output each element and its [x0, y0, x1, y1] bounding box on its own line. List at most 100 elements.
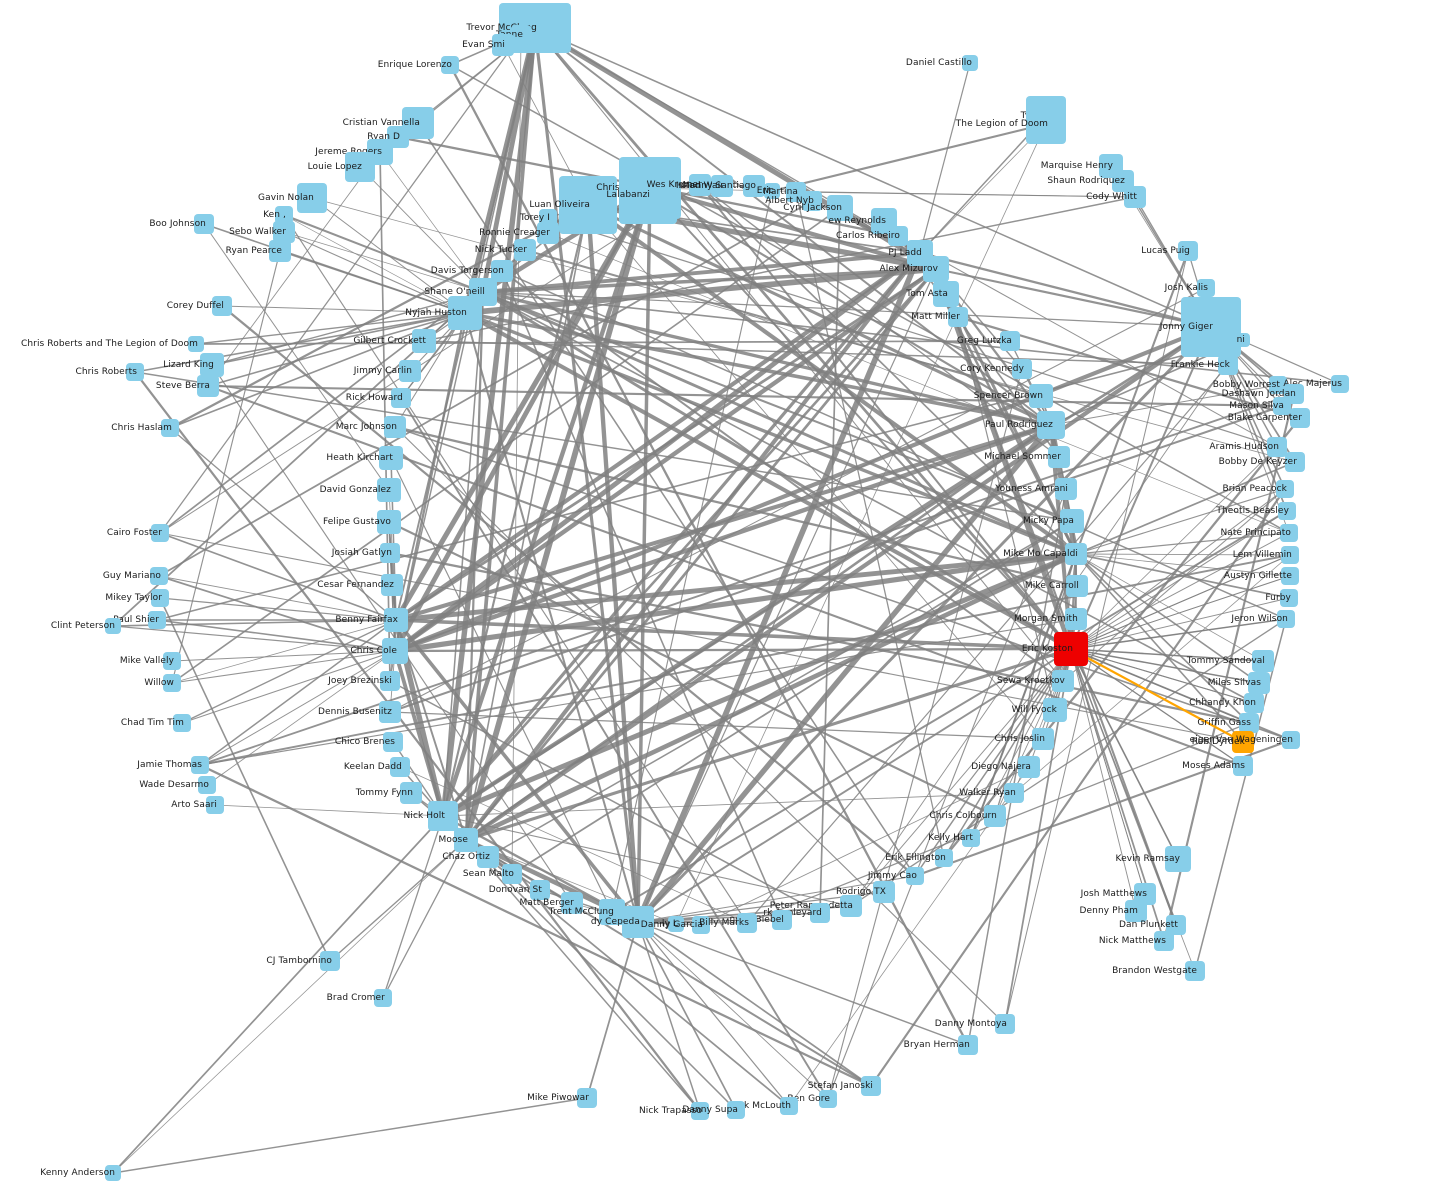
graph-node[interactable] — [1282, 731, 1300, 749]
graph-node[interactable] — [1043, 698, 1067, 722]
graph-node[interactable] — [1032, 728, 1054, 750]
graph-node[interactable] — [511, 25, 531, 45]
graph-node[interactable] — [379, 446, 403, 470]
graph-node[interactable] — [454, 828, 478, 852]
graph-node[interactable] — [1281, 546, 1299, 564]
graph-node[interactable] — [383, 732, 403, 752]
graph-node[interactable] — [810, 903, 830, 923]
graph-node[interactable] — [1124, 186, 1146, 208]
graph-node[interactable] — [1026, 104, 1066, 144]
graph-node[interactable] — [780, 1097, 798, 1115]
graph-node[interactable] — [200, 353, 224, 377]
graph-node[interactable] — [802, 191, 822, 211]
graph-node[interactable] — [819, 1090, 837, 1108]
graph-node[interactable] — [399, 360, 421, 382]
graph-node[interactable] — [380, 543, 400, 563]
graph-node[interactable] — [906, 867, 924, 885]
graph-node[interactable] — [1060, 509, 1084, 533]
graph-node[interactable] — [561, 892, 583, 914]
graph-node[interactable] — [1236, 333, 1250, 347]
graph-node[interactable] — [381, 574, 403, 596]
graph-node[interactable] — [1248, 672, 1270, 694]
graph-node[interactable] — [577, 1088, 597, 1108]
graph-node[interactable] — [962, 55, 978, 71]
graph-node[interactable] — [827, 195, 853, 221]
graph-node[interactable] — [1154, 931, 1174, 951]
graph-node[interactable] — [491, 260, 513, 282]
graph-node[interactable] — [382, 638, 408, 664]
graph-node[interactable] — [1181, 297, 1241, 357]
graph-node[interactable] — [320, 951, 340, 971]
graph-node[interactable] — [1125, 900, 1147, 922]
graph-node[interactable] — [1276, 480, 1294, 498]
graph-node[interactable] — [188, 336, 204, 352]
graph-node[interactable] — [958, 1035, 978, 1055]
graph-node[interactable] — [1252, 650, 1274, 672]
graph-node[interactable] — [1185, 961, 1205, 981]
graph-node[interactable] — [1048, 446, 1070, 468]
graph-node[interactable] — [1197, 279, 1215, 297]
graph-node[interactable] — [448, 296, 482, 330]
graph-node[interactable] — [1000, 331, 1020, 351]
graph-node[interactable] — [1134, 883, 1156, 905]
graph-node[interactable] — [1285, 452, 1305, 472]
graph-node[interactable] — [198, 776, 216, 794]
graph-node[interactable] — [380, 671, 400, 691]
graph-node[interactable] — [619, 166, 677, 224]
graph-node[interactable] — [514, 239, 536, 261]
graph-node[interactable] — [374, 989, 392, 1007]
graph-node[interactable] — [384, 608, 408, 632]
graph-node[interactable] — [935, 849, 953, 867]
graph-node[interactable] — [691, 1102, 709, 1120]
graph-node[interactable] — [1004, 783, 1024, 803]
graph-node[interactable] — [737, 913, 757, 933]
graph-node[interactable] — [995, 1014, 1015, 1034]
graph-node[interactable] — [273, 221, 295, 243]
graph-node[interactable] — [1280, 524, 1298, 542]
graph-node[interactable] — [502, 864, 522, 884]
graph-node[interactable] — [1054, 632, 1088, 666]
graph-node[interactable] — [873, 881, 895, 903]
graph-node[interactable] — [377, 510, 401, 534]
graph-node[interactable] — [391, 388, 411, 408]
graph-node[interactable] — [105, 1165, 121, 1181]
graph-node[interactable] — [1331, 375, 1349, 393]
graph-node[interactable] — [1178, 241, 1198, 261]
graph-node[interactable] — [1218, 355, 1238, 375]
graph-node[interactable] — [1290, 408, 1310, 428]
graph-node[interactable] — [764, 183, 780, 199]
graph-node[interactable] — [1244, 693, 1264, 713]
graph-node[interactable] — [150, 567, 168, 585]
graph-node[interactable] — [191, 756, 209, 774]
graph-node[interactable] — [692, 916, 710, 934]
graph-node[interactable] — [537, 222, 559, 244]
graph-node[interactable] — [1065, 608, 1087, 630]
graph-node[interactable] — [559, 176, 617, 234]
graph-node[interactable] — [197, 375, 219, 397]
graph-node[interactable] — [888, 226, 908, 246]
graph-node[interactable] — [1012, 359, 1032, 379]
graph-node[interactable] — [1029, 384, 1053, 408]
graph-node[interactable] — [840, 895, 862, 917]
graph-node[interactable] — [400, 782, 422, 804]
graph-node[interactable] — [377, 478, 401, 502]
graph-node[interactable] — [622, 906, 654, 938]
graph-node[interactable] — [1055, 478, 1077, 500]
graph-node[interactable] — [212, 296, 232, 316]
graph-node[interactable] — [743, 175, 765, 197]
graph-node[interactable] — [1037, 411, 1065, 439]
graph-node[interactable] — [1018, 756, 1040, 778]
graph-node[interactable] — [933, 281, 959, 307]
graph-node[interactable] — [412, 329, 436, 353]
graph-node[interactable] — [984, 805, 1006, 827]
graph-node[interactable] — [1166, 915, 1186, 935]
graph-node[interactable] — [1239, 713, 1259, 733]
graph-node[interactable] — [345, 152, 375, 182]
graph-node[interactable] — [1165, 846, 1191, 872]
graph-node[interactable] — [151, 524, 169, 542]
graph-node[interactable] — [126, 363, 144, 381]
graph-node[interactable] — [861, 1076, 881, 1096]
graph-node[interactable] — [477, 846, 499, 868]
graph-node[interactable] — [1065, 543, 1087, 565]
graph-node[interactable] — [1273, 397, 1291, 415]
